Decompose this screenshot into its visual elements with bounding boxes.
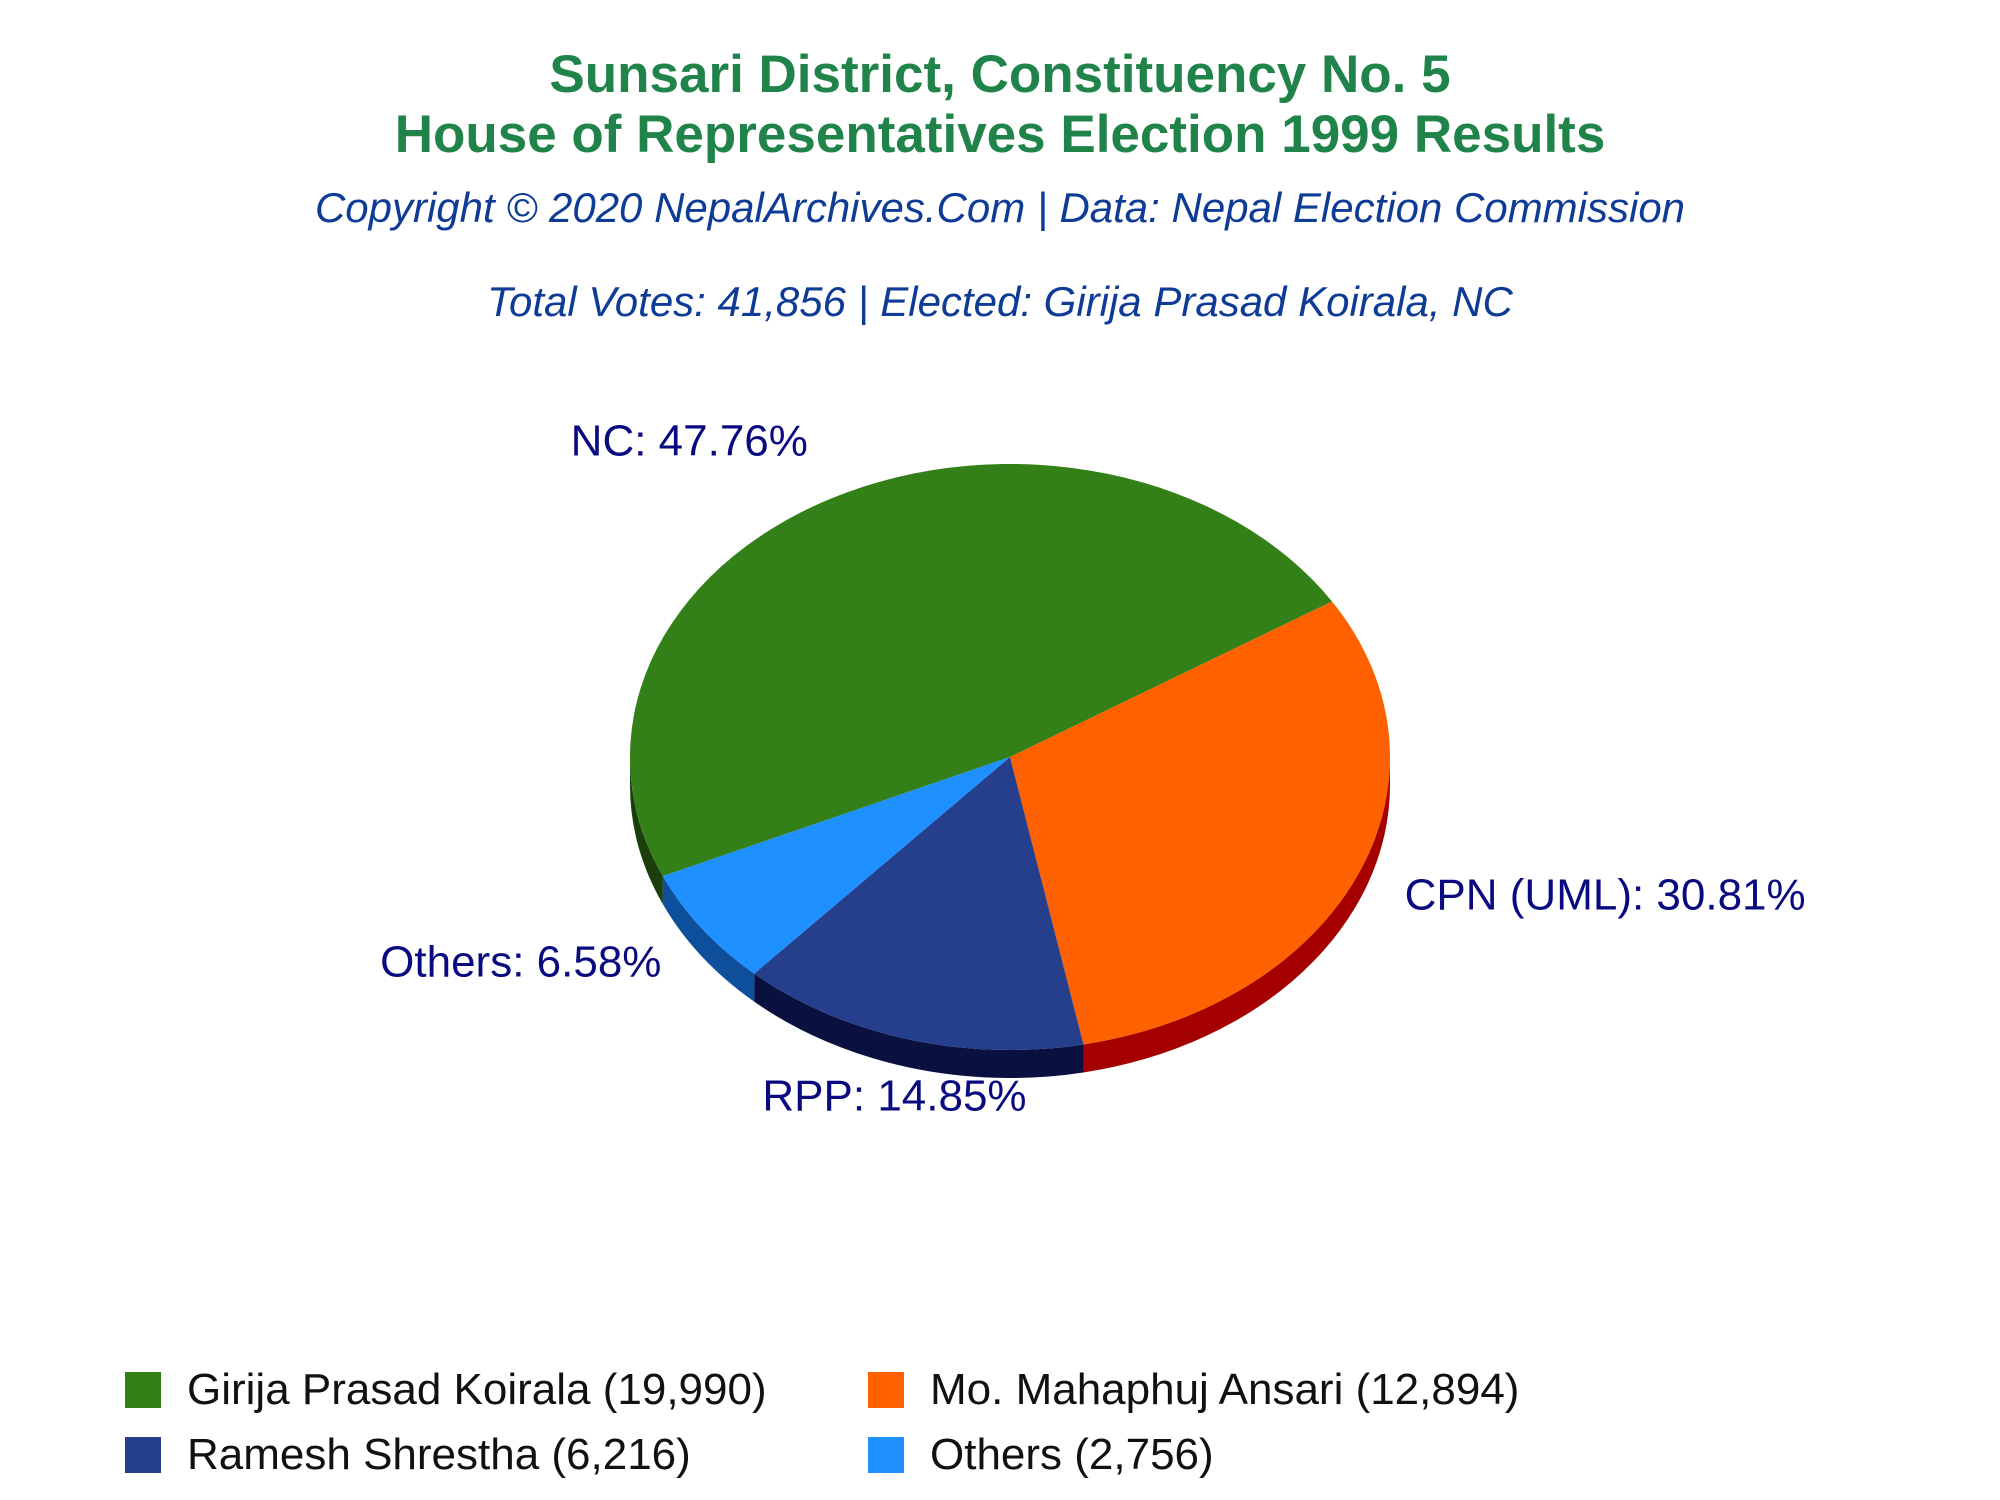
legend-item-others: Others (2,756) [868, 1425, 1214, 1485]
legend-item-cpn-uml: Mo. Mahaphuj Ansari (12,894) [868, 1360, 1519, 1420]
slice-label-rpp: RPP: 14.85% [762, 1072, 1026, 1121]
chart-subtitle: House of Representatives Election 1999 R… [394, 105, 1606, 164]
pie-side-rpp [754, 973, 1084, 1078]
pie-side-nc [630, 757, 663, 905]
pie-side-cpn-uml [1083, 757, 1390, 1073]
legend-label-nc: Girija Prasad Koirala (19,990) [187, 1365, 767, 1414]
pie-side-others [662, 876, 755, 1002]
pie-slice-rpp [754, 757, 1084, 1050]
legend-swatch-nc [125, 1372, 161, 1408]
slice-label-nc: NC: 47.76% [571, 416, 808, 465]
legend-item-nc: Girija Prasad Koirala (19,990) [125, 1360, 767, 1420]
slice-label-cpn-uml: CPN (UML): 30.81% [1405, 871, 1806, 920]
legend-swatch-cpn-uml [868, 1372, 904, 1408]
legend-label-rpp: Ramesh Shrestha (6,216) [187, 1430, 691, 1479]
chart-summary: Total Votes: 41,856 | Elected: Girija Pr… [487, 278, 1513, 325]
slice-label-others: Others: 6.58% [380, 938, 661, 987]
legend-swatch-others [868, 1437, 904, 1473]
pie-slice-cpn-uml [1010, 601, 1391, 1045]
legend-label-cpn-uml: Mo. Mahaphuj Ansari (12,894) [930, 1365, 1520, 1414]
legend-swatch-rpp [125, 1437, 161, 1473]
pie-slice-others [662, 757, 1010, 974]
legend-item-rpp: Ramesh Shrestha (6,216) [125, 1425, 691, 1485]
chart-title: Sunsari District, Constituency No. 5 [549, 45, 1451, 104]
legend-label-others: Others (2,756) [930, 1430, 1214, 1479]
chart-credit: Copyright © 2020 NepalArchives.Com | Dat… [314, 184, 1686, 231]
pie-slice-nc [629, 463, 1333, 877]
